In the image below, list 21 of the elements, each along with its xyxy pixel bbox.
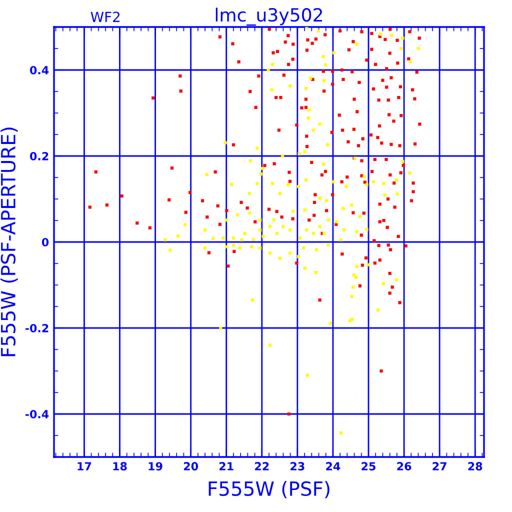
x-tick-label: 17 (78, 462, 92, 470)
x-tick-label: 25 (362, 462, 376, 470)
y-axis-title: F555W (PSF-APERTURE) (0, 128, 18, 356)
x-tick-label: 28 (468, 462, 482, 470)
x-tick-label: 23 (290, 462, 304, 470)
x-tick-label: 19 (148, 462, 162, 470)
x-axis-title: F555W (PSF) (208, 480, 330, 498)
x-tick-label: 24 (326, 462, 340, 470)
y-tick-label: -0.4 (25, 410, 49, 418)
x-tick-label: 21 (220, 462, 234, 470)
y-tick-label: 0.4 (30, 66, 49, 74)
y-tick-label: -0.2 (25, 324, 48, 332)
y-tick-label: 0.2 (30, 152, 48, 160)
x-tick-label: 20 (184, 462, 198, 470)
x-tick-label: 27 (432, 462, 446, 470)
x-tick-label: 26 (397, 462, 412, 470)
chart-title: lmc_u3y502 (216, 8, 322, 26)
y-tick-label: 0 (42, 238, 49, 246)
x-tick-label: 18 (113, 462, 127, 470)
x-tick-label: 22 (255, 462, 269, 470)
text: WF2 (90, 12, 120, 22)
